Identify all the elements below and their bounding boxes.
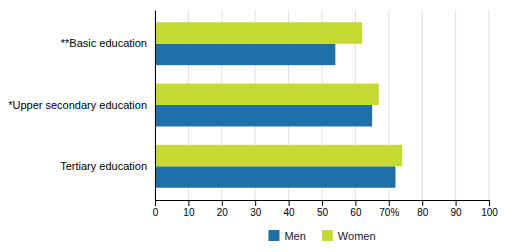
x-tick-mark — [155, 200, 156, 206]
y-tick: **Basic education — [61, 37, 155, 49]
legend-swatch — [322, 230, 333, 241]
legend-item: Women — [322, 230, 376, 242]
x-tick: 30 — [250, 200, 262, 218]
x-tick-label: 70% — [379, 207, 399, 218]
x-tick-mark — [255, 200, 256, 206]
bars — [155, 22, 402, 187]
x-tick-mark — [289, 200, 290, 206]
bar — [155, 22, 362, 43]
x-tick-label: 50 — [317, 207, 329, 218]
x-tick: 20 — [217, 200, 229, 218]
x-axis-line — [156, 201, 490, 207]
x-tick-label: 60 — [350, 207, 362, 218]
legend: Men Women — [268, 230, 375, 242]
grid-line — [489, 10, 490, 200]
x-tick-mark — [322, 200, 323, 206]
x-tick-mark — [355, 200, 356, 206]
x-tick: 100 — [481, 200, 498, 218]
x-tick-label: 40 — [284, 207, 296, 218]
y-tick: *Upper secondary education — [8, 99, 155, 111]
x-tick: 0 — [153, 200, 159, 218]
bar-series — [155, 22, 402, 166]
y-tick-label: Tertiary education — [60, 160, 147, 172]
x-tick-label: 0 — [153, 207, 159, 218]
legend-item: Men — [268, 230, 305, 242]
plot: 0 10 20 30 40 50 60 70% 80 90 100 **Basic education… — [8, 10, 498, 218]
y-tick: Tertiary education — [60, 160, 155, 172]
x-tick-mark — [188, 200, 189, 206]
legend-swatch — [268, 230, 279, 241]
x-axis: 0 10 20 30 40 50 60 70% 80 90 100 — [153, 200, 499, 218]
y-axis-line — [155, 11, 156, 201]
legend-label: Women — [338, 230, 376, 242]
x-tick-label: 90 — [451, 207, 463, 218]
grid — [155, 10, 489, 200]
y-tick-label: **Basic education — [61, 37, 147, 49]
x-tick-label: 30 — [250, 207, 262, 218]
y-axis: **Basic education *Upper secondary educat… — [8, 11, 155, 201]
x-tick: 80 — [417, 200, 429, 218]
x-tick-mark — [422, 200, 423, 206]
grid-line — [422, 10, 423, 200]
x-tick: 40 — [284, 200, 296, 218]
grid-line — [155, 10, 156, 200]
x-tick: 60 — [350, 200, 362, 218]
x-tick-mark — [222, 200, 223, 206]
x-tick-label: 10 — [183, 207, 195, 218]
bar — [155, 166, 395, 187]
x-tick: 50 — [317, 200, 329, 218]
x-tick-label: 20 — [217, 207, 229, 218]
y-tick-label: *Upper secondary education — [8, 99, 147, 111]
x-tick: 90 — [451, 200, 463, 218]
bar — [155, 145, 402, 166]
x-tick-label: 100 — [481, 207, 498, 218]
grid-line — [455, 10, 456, 200]
x-tick-mark — [456, 200, 457, 206]
x-tick: 10 — [183, 200, 195, 218]
bar — [155, 84, 379, 105]
bar — [155, 44, 335, 65]
x-tick-mark — [489, 200, 490, 206]
x-tick-mark — [389, 200, 390, 206]
x-tick-label: 80 — [417, 207, 429, 218]
chart: 0 10 20 30 40 50 60 70% 80 90 100 **Basic education… — [0, 0, 509, 252]
x-tick: 70% — [379, 200, 399, 218]
bar — [155, 105, 372, 126]
legend-label: Men — [284, 230, 305, 242]
